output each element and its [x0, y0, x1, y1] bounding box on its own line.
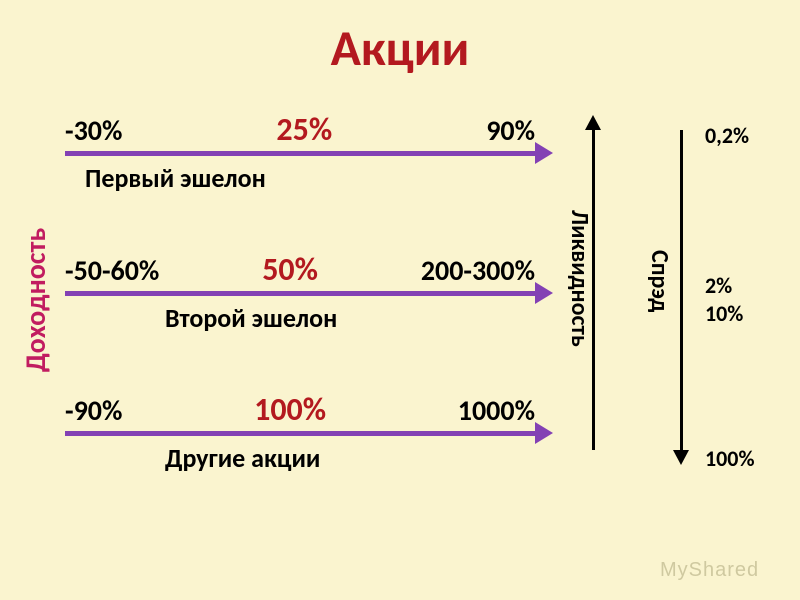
arrow-head-right-icon — [535, 422, 553, 444]
tier-values: -90% 100% 1000% — [65, 390, 535, 429]
tier-row: -90% 100% 1000% Другие акции — [65, 390, 535, 474]
spread-value: 100% — [705, 445, 755, 472]
tier-arrow — [65, 151, 535, 156]
tier-low: -50-60% — [65, 253, 159, 288]
tier-row: -50-60% 50% 200-300% Второй эшелон — [65, 250, 535, 334]
tier-mid: 25% — [276, 110, 332, 149]
spread-axis-label: Спрэд — [645, 250, 674, 312]
arrow-head-right-icon — [535, 142, 553, 164]
arrow-head-right-icon — [535, 282, 553, 304]
tier-label: Второй эшелон — [165, 302, 535, 334]
tier-high: 200-300% — [421, 253, 535, 288]
tier-arrow — [65, 291, 535, 296]
tier-high: 90% — [486, 113, 535, 148]
tier-values: -50-60% 50% 200-300% — [65, 250, 535, 289]
profitability-axis-label: Доходность — [18, 185, 53, 415]
tier-low: -90% — [65, 393, 122, 428]
tier-high: 1000% — [458, 393, 535, 428]
arrow-head-up-icon — [585, 115, 601, 130]
tier-row: -30% 25% 90% Первый эшелон — [65, 110, 535, 194]
tier-mid: 100% — [254, 390, 326, 429]
liquidity-axis-label: Ликвидность — [565, 210, 594, 347]
tier-low: -30% — [65, 113, 122, 148]
tier-label: Первый эшелон — [85, 162, 535, 194]
arrow-head-down-icon — [673, 450, 689, 465]
spread-value: 10% — [705, 300, 743, 327]
spread-arrow — [680, 130, 683, 450]
tier-arrow — [65, 431, 535, 436]
spread-value: 2% — [705, 272, 732, 299]
slide-title: Акции — [0, 0, 800, 79]
spread-value: 0,2% — [705, 122, 749, 149]
watermark: MyShared — [660, 559, 759, 582]
tier-label: Другие акции — [165, 442, 535, 474]
tier-values: -30% 25% 90% — [65, 110, 535, 149]
slide: Акции -30% 25% 90% Первый эшелон -50-60% 50% 2… — [0, 0, 800, 600]
tier-mid: 50% — [262, 250, 318, 289]
